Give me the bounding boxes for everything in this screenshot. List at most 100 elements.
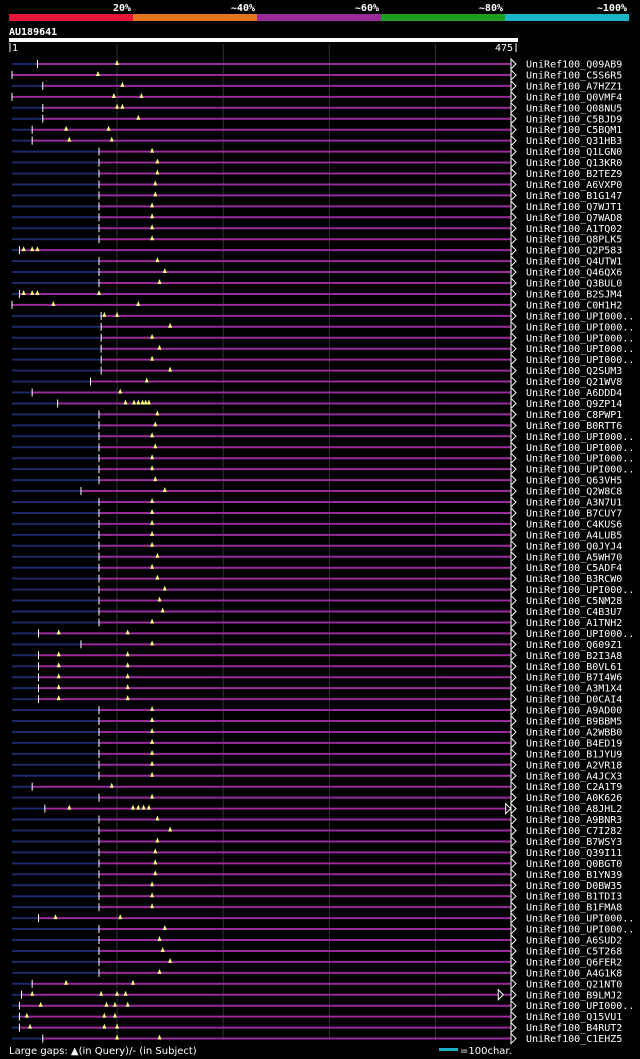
hit-inner-arrow (497, 988, 504, 1001)
hit-row: UniRef100_A8JHL2 (12, 802, 622, 815)
gap-marker (153, 859, 158, 865)
gap-marker (120, 81, 125, 87)
gap-marker (168, 957, 173, 963)
gap-marker (109, 782, 114, 788)
gap-marker (150, 749, 155, 755)
hit-end-arrow (510, 922, 517, 936)
hit-row: UniRef100_D0BW35 (12, 879, 622, 892)
scale-segment-0 (9, 14, 133, 21)
gap-marker (64, 125, 69, 131)
hit-label: UniRef100_B7I4W6 (526, 673, 622, 684)
gap-marker (150, 771, 155, 777)
identity-scale-bar (9, 14, 629, 21)
gap-marker (150, 432, 155, 438)
hit-row: UniRef100_B1JYU9 (12, 747, 622, 761)
hit-row: UniRef100_A3M1X4 (12, 681, 622, 695)
gap-marker (150, 563, 155, 569)
hit-row: UniRef100_A3N7U1 (12, 495, 622, 509)
hit-end-arrow (510, 167, 517, 180)
hit-row: UniRef100_A7HZZ1 (12, 79, 622, 92)
hit-label: UniRef100_A8JHL2 (526, 804, 622, 815)
hit-inner-arrow (505, 802, 512, 815)
hit-end-arrow (510, 506, 517, 520)
gap-marker (150, 530, 155, 536)
hit-end-arrow (510, 134, 517, 147)
gap-marker (21, 246, 26, 252)
gap-marker (125, 673, 130, 679)
hit-label: UniRef100_C2A1T9 (526, 782, 622, 793)
hit-label: UniRef100_Q2SUM3 (526, 366, 622, 377)
gap-marker (51, 300, 56, 306)
hit-end-arrow (510, 430, 517, 443)
hit-row: UniRef100_A9AD00 (12, 703, 622, 717)
hit-end-arrow (510, 681, 517, 695)
query-end-label: 475 (495, 43, 513, 54)
gap-marker (136, 300, 141, 306)
gap-marker (30, 289, 35, 295)
hit-row: UniRef100_Q9ZP14 (12, 397, 622, 410)
hit-end-arrow (510, 353, 517, 366)
hit-row: UniRef100_B2SJM4 (12, 287, 622, 300)
hit-row: UniRef100_Q21WV8 (12, 375, 622, 388)
gap-marker (150, 881, 155, 887)
scale-segment-1 (133, 14, 257, 21)
hit-row: UniRef100_UPI000.. (12, 922, 634, 936)
hit-end-arrow (510, 265, 517, 279)
hit-row: UniRef100_Q2P583 (12, 243, 622, 257)
hit-end-arrow (510, 868, 517, 881)
hit-row: UniRef100_B0VL61 (12, 660, 622, 673)
gap-marker (102, 1012, 107, 1018)
hit-label: UniRef100_A3M1X4 (526, 684, 622, 695)
hit-label: UniRef100_B0RTT6 (526, 421, 622, 432)
hit-end-arrow (510, 112, 517, 125)
gap-marker (139, 92, 144, 98)
hit-label: UniRef100_Q0BGT0 (526, 859, 622, 870)
scale-label-3: ~80% (479, 3, 503, 14)
gap-marker (95, 70, 100, 76)
hit-label: UniRef100_Q31HB3 (526, 136, 622, 147)
gap-marker (102, 1023, 107, 1029)
hit-row: UniRef100_B7CUY7 (12, 506, 622, 520)
hit-end-arrow (510, 309, 517, 323)
hit-label: UniRef100_A2VR18 (526, 760, 622, 771)
gap-marker (157, 1034, 162, 1040)
hit-label: UniRef100_C0H1H2 (526, 300, 622, 311)
hit-row: UniRef100_B2I3A8 (12, 649, 622, 662)
hit-row: UniRef100_D0CAI4 (12, 692, 622, 706)
gap-marker (168, 322, 173, 328)
hit-row: UniRef100_B2TEZ9 (12, 167, 622, 180)
gap-marker (123, 399, 128, 405)
hit-row: UniRef100_C4KUS6 (12, 517, 622, 530)
hit-label: UniRef100_A0K626 (526, 793, 622, 804)
hit-row: UniRef100_Q2W8C8 (12, 484, 622, 498)
gap-marker (155, 815, 160, 821)
hit-label: UniRef100_Q2W8C8 (526, 487, 622, 498)
hit-row: UniRef100_B7I4W6 (12, 670, 622, 684)
hit-row: UniRef100_UPI000.. (12, 999, 634, 1012)
hit-row: UniRef100_UPI000.. (12, 430, 634, 443)
hit-label: UniRef100_UPI000.. (526, 454, 634, 465)
hit-row: UniRef100_B9LMJ2 (12, 988, 622, 1001)
hit-label: UniRef100_UPI000.. (526, 585, 634, 596)
hit-end-arrow (510, 200, 517, 213)
hit-label: UniRef100_Q0VMF4 (526, 92, 622, 103)
hit-label: UniRef100_B1JYU9 (526, 749, 622, 760)
hit-end-arrow (510, 747, 517, 761)
hit-row: UniRef100_B3RCW0 (12, 572, 622, 585)
hit-end-arrow (510, 528, 517, 542)
hit-label: UniRef100_UPI000.. (526, 1001, 634, 1012)
hit-label: UniRef100_Q09AB9 (526, 60, 622, 71)
gap-marker (155, 410, 160, 416)
hit-end-arrow (510, 933, 517, 947)
hit-end-arrow (510, 101, 517, 115)
hit-end-arrow (510, 649, 517, 662)
hit-label: UniRef100_B2I3A8 (526, 651, 622, 662)
hit-end-arrow (510, 1021, 517, 1034)
gap-marker (153, 476, 158, 482)
hit-label: UniRef100_UPI000.. (526, 914, 634, 925)
gap-marker (56, 629, 61, 635)
hit-label: UniRef100_A6DDD4 (526, 388, 622, 399)
gap-marker (150, 147, 155, 153)
legend-gaps-text: Large gaps: ▲(in Query)/- (in Subject) (9, 1046, 197, 1057)
hit-row: UniRef100_UPI000.. (12, 342, 634, 355)
